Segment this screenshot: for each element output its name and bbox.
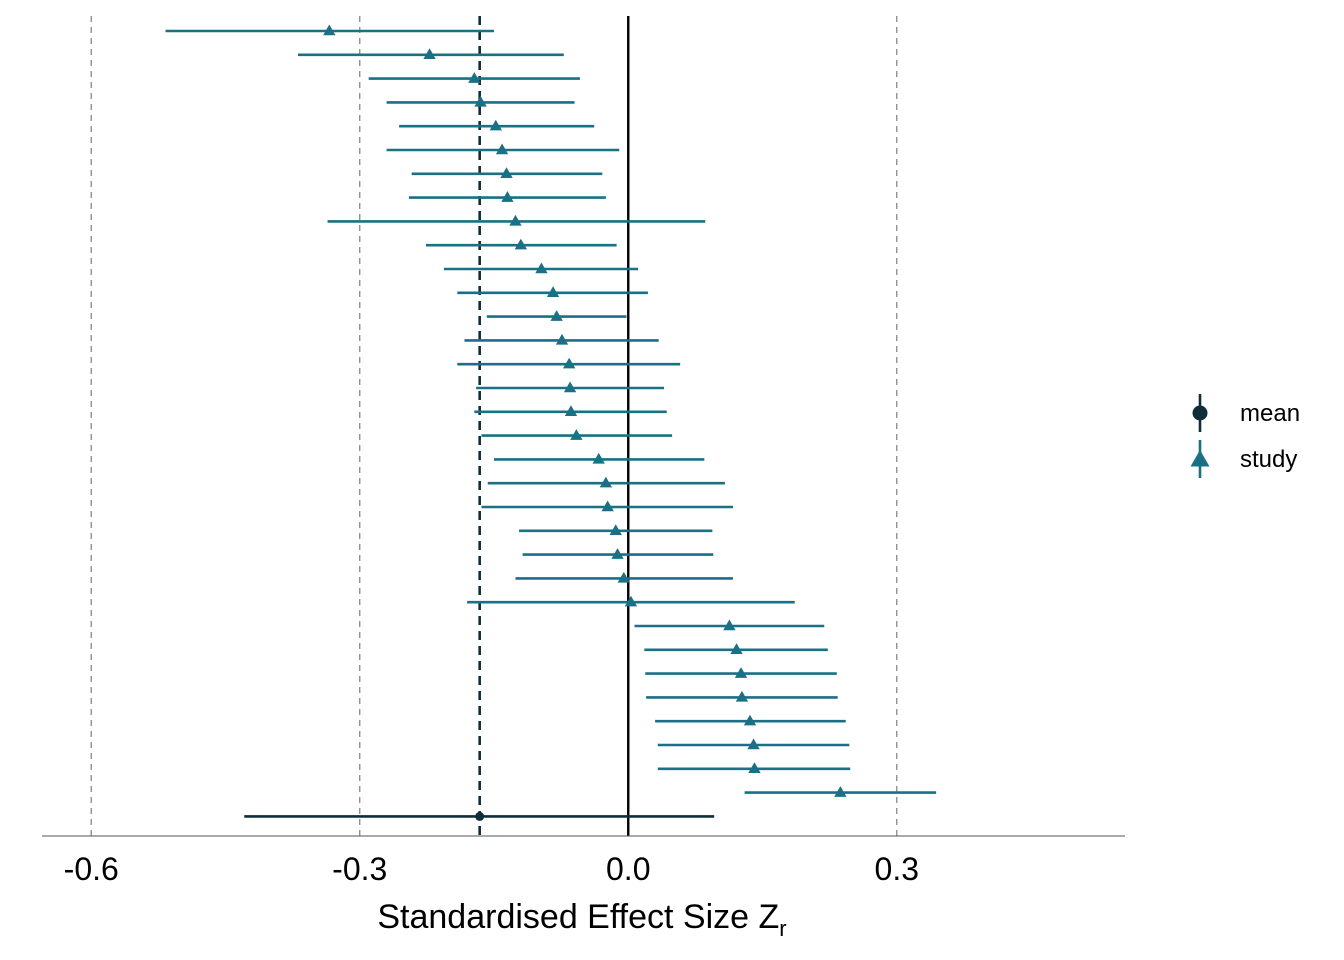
x-axis-title: Standardised Effect Size Zr (377, 898, 786, 941)
x-tick-label: 0.3 (875, 851, 919, 887)
study-row (744, 786, 937, 797)
study-row (644, 643, 828, 655)
study-row (457, 357, 681, 369)
legend-item-mean: mean (1192, 394, 1300, 432)
study-point (423, 48, 436, 60)
study-point (323, 24, 336, 36)
x-axis-title-subscript: r (779, 916, 786, 941)
study-point (468, 72, 481, 83)
study-row (399, 119, 595, 131)
x-tick-label: 0.0 (606, 851, 650, 887)
study-point (509, 214, 522, 226)
study-point (495, 143, 509, 155)
study-row (634, 619, 825, 631)
study-row (519, 524, 713, 536)
study-point (535, 262, 548, 274)
study-point (555, 333, 569, 345)
study-row (464, 333, 659, 345)
study-point (570, 429, 583, 440)
study-row (476, 381, 665, 393)
mean-point (475, 811, 485, 821)
study-row (486, 310, 627, 321)
study-point (730, 643, 743, 655)
study-point (564, 405, 578, 417)
study-point (601, 500, 614, 512)
study-row (327, 214, 706, 226)
study-row (645, 667, 837, 678)
study-point (500, 167, 513, 179)
study-row (646, 690, 838, 702)
study-point (501, 191, 514, 202)
study-row (297, 48, 564, 60)
study-point (734, 667, 748, 678)
study-point (624, 595, 638, 607)
legend-triangle-icon (1190, 450, 1210, 467)
study-row (425, 238, 617, 250)
study-row (467, 595, 795, 607)
study-row (657, 738, 850, 750)
x-axis-ticks: -0.6 -0.3 0.0 0.3 (64, 851, 919, 887)
study-row (386, 143, 620, 155)
study-point (748, 762, 761, 774)
study-point (592, 452, 605, 464)
study-row (655, 714, 846, 726)
study-point (609, 524, 622, 536)
study-point (611, 548, 624, 559)
study-row (386, 95, 575, 107)
study-row (411, 167, 603, 179)
x-tick-label: -0.6 (64, 851, 119, 887)
study-point (617, 571, 630, 583)
study-row (474, 405, 667, 417)
study-point (747, 738, 760, 750)
reference-lines (90, 16, 898, 836)
plot-marks (165, 24, 937, 821)
study-point (599, 476, 613, 488)
study-point (550, 310, 563, 321)
x-axis-title-main: Standardised Effect Size Z (377, 898, 779, 936)
study-row (481, 500, 733, 512)
study-point (546, 286, 560, 298)
study-point (563, 381, 577, 393)
study-point (723, 619, 736, 631)
study-row (457, 286, 648, 298)
study-row (522, 548, 714, 559)
legend-label: mean (1240, 400, 1300, 427)
study-point (489, 119, 502, 131)
study-row (481, 429, 673, 440)
legend-circle-icon (1192, 405, 1208, 421)
study-point (735, 690, 749, 702)
study-point (834, 786, 847, 797)
mean-row (244, 811, 715, 821)
study-row (443, 262, 639, 274)
legend-item-study: study (1190, 440, 1297, 478)
study-row (165, 24, 494, 36)
study-row (368, 72, 580, 83)
study-row (487, 476, 725, 488)
study-row (408, 191, 606, 202)
study-point (514, 238, 528, 250)
x-tick-label: -0.3 (332, 851, 387, 887)
legend: mean study (1190, 394, 1300, 478)
study-point (474, 95, 487, 107)
study-row (515, 571, 733, 583)
legend-label: study (1240, 446, 1297, 473)
study-point (743, 714, 757, 726)
study-point (563, 357, 576, 369)
study-row (493, 452, 705, 464)
study-row (657, 762, 851, 774)
